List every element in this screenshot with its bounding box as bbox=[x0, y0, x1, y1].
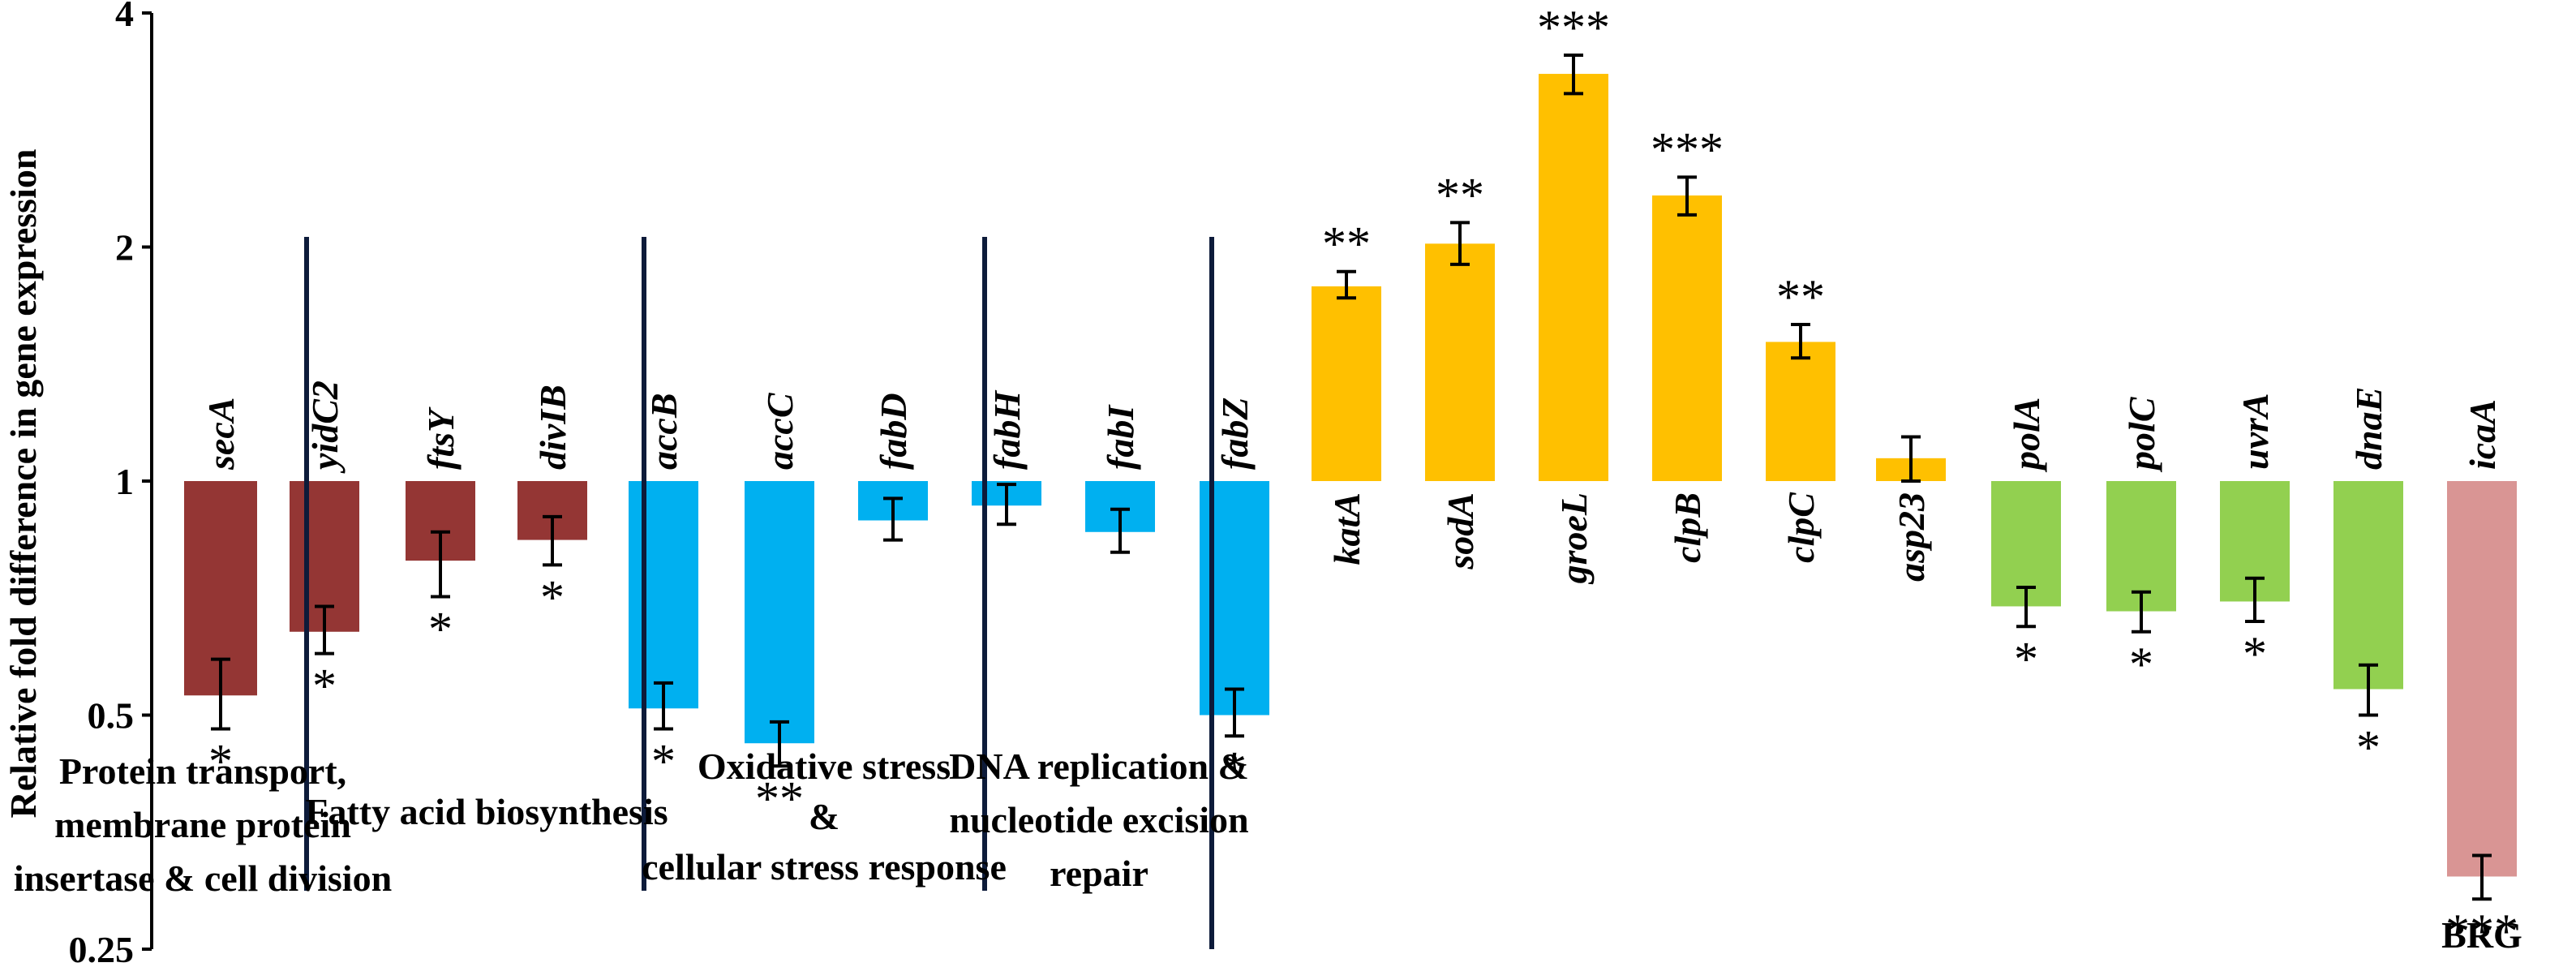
gene-label-polC: polC bbox=[2121, 396, 2162, 473]
group-label-protein: membrane protein bbox=[54, 804, 351, 845]
significance-polC: * bbox=[2129, 638, 2153, 691]
group-label-dna: DNA replication & bbox=[949, 746, 1249, 787]
significance-accC: ** bbox=[755, 771, 804, 825]
significance-clpC: ** bbox=[1776, 270, 1825, 324]
bar-polA bbox=[1991, 481, 2061, 607]
significance-groeL: *** bbox=[1537, 1, 1610, 54]
bar-accB bbox=[629, 481, 698, 709]
y-axis-label: Relative fold difference in gene express… bbox=[2, 149, 44, 819]
bar-polC bbox=[2106, 481, 2176, 612]
bar-katA bbox=[1312, 286, 1381, 481]
gene-label-clpB: clpB bbox=[1667, 492, 1708, 563]
bar-icaA bbox=[2447, 481, 2517, 877]
group-label-oxidative: cellular stress response bbox=[642, 846, 1007, 887]
gene-label-dnaE: dnaE bbox=[2348, 387, 2389, 470]
significance-clpB: *** bbox=[1651, 122, 1724, 176]
gene-label-secA: secA bbox=[200, 398, 242, 471]
labels-layer: secA*yidC2*ftsY*divIB*accB*accC**fabD fab… bbox=[14, 1, 2522, 958]
group-label-protein: insertase & cell division bbox=[14, 857, 392, 899]
group-dividers bbox=[304, 237, 1214, 949]
gene-label-clpC: clpC bbox=[1780, 492, 1822, 563]
gene-label-yidC2: yidC2 bbox=[304, 380, 346, 474]
gene-label-fabD: fabD bbox=[873, 393, 914, 470]
significance-divIB: * bbox=[540, 570, 565, 624]
significance-icaA: *** bbox=[2445, 905, 2518, 958]
group-label-oxidative: & bbox=[809, 796, 839, 837]
significance-dnaE: * bbox=[2356, 721, 2381, 775]
gene-label-accC: accC bbox=[759, 392, 801, 470]
y-tick-label: 1 bbox=[115, 461, 134, 502]
significance-fabZ: * bbox=[1222, 741, 1247, 795]
bar-clpC bbox=[1766, 342, 1835, 481]
gene-label-icaA: icaA bbox=[2462, 399, 2503, 470]
group-label-dna: nucleotide excision bbox=[949, 799, 1248, 840]
bar-groeL bbox=[1539, 74, 1608, 481]
group-label-dna: repair bbox=[1050, 853, 1148, 894]
significance-katA: ** bbox=[1322, 217, 1371, 271]
gene-label-asp23: asp23 bbox=[1891, 492, 1932, 582]
significance-yidC2: * bbox=[312, 660, 337, 713]
significance-secA: * bbox=[208, 734, 233, 788]
y-axis: 0.25 0.5 1 2 4 bbox=[69, 0, 153, 967]
gene-label-groeL: groeL bbox=[1553, 492, 1595, 584]
gene-label-ftsY: ftsY bbox=[420, 406, 462, 470]
group-label-fatty: Fatty acid biosynthesis bbox=[305, 791, 668, 832]
bar-clpB bbox=[1652, 195, 1722, 481]
gene-label-accB: accB bbox=[643, 393, 685, 470]
group-label-oxidative: Oxidative stress bbox=[698, 746, 951, 787]
group-label-brg: BRG bbox=[2441, 914, 2522, 956]
gene-label-fabH: fabH bbox=[986, 390, 1028, 470]
y-tick-label: 0.5 bbox=[88, 695, 135, 737]
significance-ftsY: * bbox=[428, 603, 453, 656]
gene-label-fabZ: fabZ bbox=[1214, 398, 1256, 470]
bar-sodA bbox=[1425, 243, 1495, 481]
group-label-protein: Protein transport, bbox=[59, 750, 346, 792]
significance-uvrA: * bbox=[2243, 627, 2267, 681]
gene-label-katA: katA bbox=[1326, 492, 1367, 565]
significance-polA: * bbox=[2014, 632, 2038, 685]
y-tick-label: 0.25 bbox=[69, 929, 135, 967]
bar-dnaE bbox=[2333, 481, 2403, 690]
bars-layer bbox=[184, 54, 2517, 901]
gene-label-sodA: sodA bbox=[1440, 492, 1481, 570]
significance-sodA: ** bbox=[1436, 168, 1484, 221]
bar-accC bbox=[745, 481, 814, 744]
y-tick-label: 4 bbox=[115, 0, 134, 34]
gene-label-divIB: divIB bbox=[532, 385, 573, 470]
gene-label-fabI: fabI bbox=[1100, 404, 1141, 470]
gene-label-uvrA: uvrA bbox=[2235, 393, 2276, 470]
y-tick-label: 2 bbox=[115, 227, 134, 269]
significance-accB: * bbox=[651, 734, 676, 788]
gene-label-polA: polA bbox=[2006, 398, 2047, 473]
